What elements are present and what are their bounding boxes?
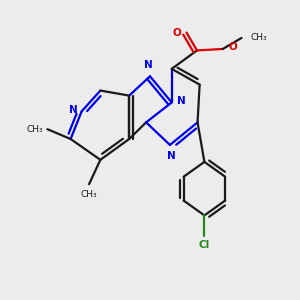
Text: Cl: Cl [199, 240, 210, 250]
Text: N: N [167, 152, 176, 161]
Text: N: N [144, 60, 153, 70]
Text: O: O [229, 42, 238, 52]
Text: CH₃: CH₃ [26, 125, 43, 134]
Text: N: N [69, 105, 78, 115]
Text: N: N [177, 96, 186, 106]
Text: O: O [172, 28, 181, 38]
Text: CH₃: CH₃ [250, 33, 267, 42]
Text: CH₃: CH₃ [81, 190, 98, 199]
